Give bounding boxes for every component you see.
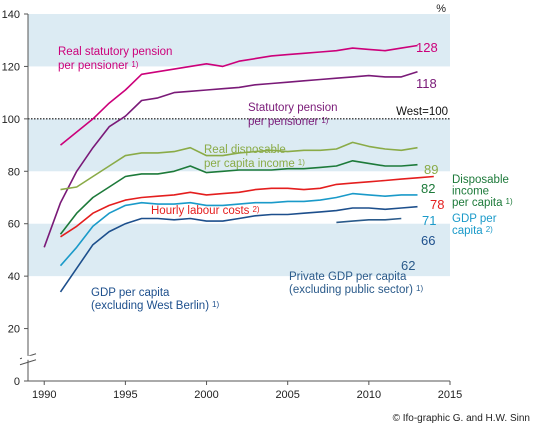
y-tick-label: 100	[2, 114, 20, 126]
series-label-footnote: 1)	[321, 116, 328, 125]
series-line	[43, 70, 418, 248]
series-line	[59, 160, 418, 235]
series-line	[59, 44, 418, 146]
series-line	[59, 192, 418, 267]
y-tick-label: 60	[8, 219, 20, 231]
y-tick-label: 120	[2, 61, 20, 73]
series-label-footnote: 1)	[416, 284, 423, 293]
series-end-value-label: 71	[422, 213, 436, 228]
series-end-value-label: 89	[424, 162, 438, 177]
series-label-line: Statutory pension	[248, 102, 338, 114]
x-tick-label: 2010	[357, 389, 381, 401]
axis-break-gap	[22, 355, 34, 360]
series-label: GDP per capita (excluding West Berlin) 1)	[91, 287, 219, 312]
series-label-line: (excluding public sector)	[289, 284, 413, 296]
series-end-value-label: 82	[421, 181, 435, 196]
series-label-line: Real disposable	[204, 144, 286, 156]
series-label-line: per pensioner	[58, 60, 128, 72]
y-tick-label: 80	[8, 166, 20, 178]
series-end-value-label: 128	[416, 40, 438, 55]
shaded-band	[28, 118, 450, 172]
x-tick-label: 2005	[275, 389, 299, 401]
x-tick-label: 1995	[113, 389, 137, 401]
x-tick-label: 2015	[438, 389, 462, 401]
y-tick-label: 140	[2, 9, 20, 21]
series-label-line: GDP per capita	[91, 287, 170, 299]
series-label-line: per pensioner	[248, 116, 318, 128]
series-label: Statutory pension per pensioner 1)	[248, 102, 338, 128]
series-label-footnote: 1)	[131, 60, 138, 69]
series-label-footnote: 1)	[506, 197, 513, 206]
series-label-line: capita	[452, 225, 483, 237]
series-label-footnote: 2)	[486, 225, 493, 234]
series-label-footnote: 1)	[298, 158, 305, 167]
series-end-value-label: 62	[401, 258, 415, 273]
series-label-footnote: 2)	[252, 205, 259, 214]
series-end-value-label: 66	[421, 233, 435, 248]
x-tick-label: 1990	[32, 389, 56, 401]
series-label-line: Hourly labour costs	[151, 205, 250, 217]
series-label-line: Private GDP per capita	[289, 271, 407, 283]
series-line	[60, 175, 434, 238]
x-tick-label: 2000	[194, 389, 218, 401]
series-line	[59, 205, 418, 293]
series-end-value-label: 78	[430, 197, 444, 212]
series-label: Hourly labour costs 2)	[151, 205, 260, 217]
y-unit-label: %	[436, 3, 446, 15]
reference-line-label: West=100	[396, 106, 448, 118]
series-label-line: income	[452, 186, 489, 198]
y-tick-label: 40	[8, 271, 20, 283]
series-label: Disposable income per capita 1)	[452, 174, 513, 209]
series-label-line: Real statutory pension	[58, 46, 172, 58]
shaded-band	[28, 223, 450, 277]
series-end-value-label: 118	[416, 76, 437, 91]
series-label-line: per capita	[452, 197, 503, 209]
y-tick-label: 20	[8, 324, 20, 336]
shaded-band	[28, 14, 450, 67]
series-label: Real disposable per capita income 1)	[204, 144, 305, 170]
series-label-line: GDP per	[452, 213, 497, 225]
series-label-line: per capita income	[204, 158, 295, 170]
series-line	[60, 141, 418, 191]
series-label: Real statutory pension per pensioner 1)	[58, 46, 172, 72]
series-label-footnote: 1)	[212, 300, 219, 309]
series-label: GDP per capita 2)	[452, 213, 497, 237]
y-tick-label: 0	[14, 376, 20, 388]
series-label-line: (excluding West Berlin)	[91, 300, 209, 312]
series-label: Private GDP per capita (excluding public …	[289, 271, 423, 296]
copyright-text: © Ifo-graphic G. and H.W. Sinn	[393, 413, 530, 424]
series-line	[336, 217, 402, 224]
series-label-line: Disposable	[452, 174, 509, 186]
